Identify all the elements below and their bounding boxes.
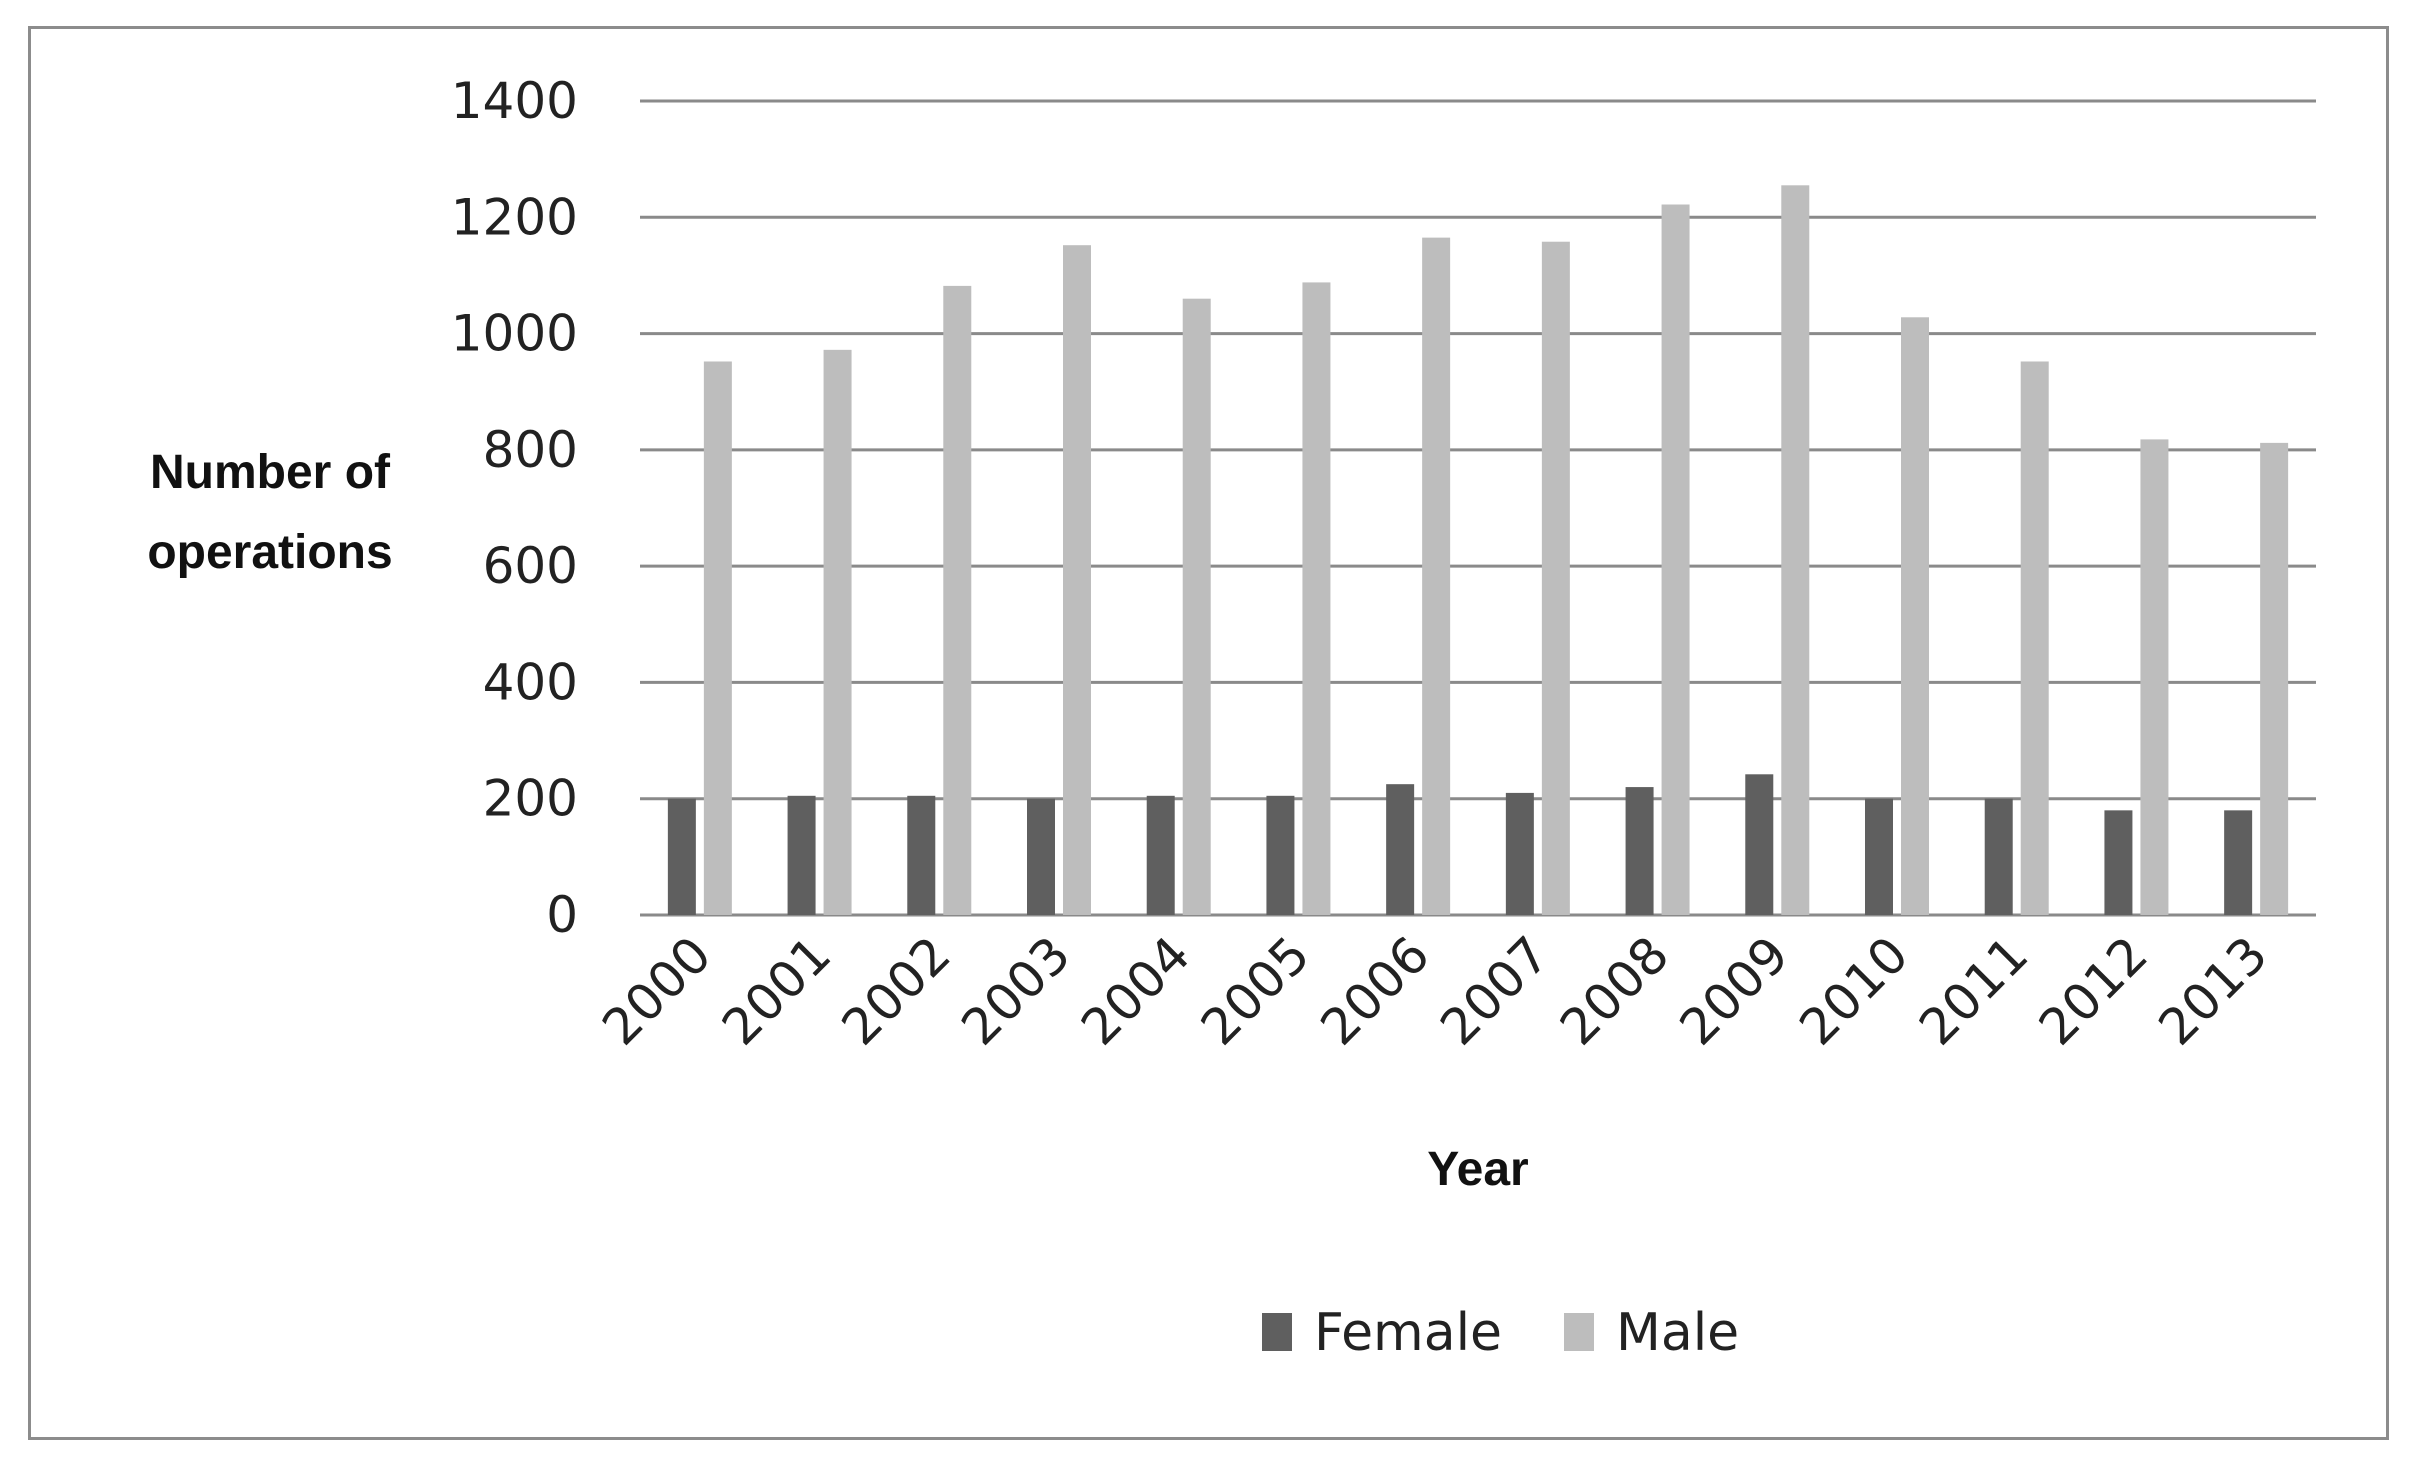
bar-female-2010 [1865, 798, 1893, 915]
x-tick-label: 2005 [1190, 925, 1321, 1056]
y-axis-title-line1: Number of [150, 446, 391, 499]
y-tick-label: 800 [483, 421, 578, 479]
legend-label-male: Male [1616, 1303, 1739, 1363]
gridlines [640, 99, 2316, 917]
bar-male-2003 [1063, 245, 1091, 916]
bar-female-2013 [2224, 810, 2253, 915]
x-axis-title: Year [1427, 1143, 1528, 1196]
bar-male-2005 [1302, 282, 1331, 915]
x-tick-label: 2002 [831, 925, 962, 1056]
bar-female-2004 [1146, 795, 1175, 915]
bars [667, 185, 2289, 916]
legend: Female Male [1262, 1303, 1739, 1363]
bar-female-2007 [1505, 792, 1534, 915]
bar-male-2011 [2020, 361, 2049, 916]
legend-label-female: Female [1314, 1303, 1502, 1363]
x-tick-label: 2001 [711, 925, 842, 1056]
bar-female-2003 [1027, 798, 1055, 915]
bar-male-2007 [1541, 241, 1570, 916]
x-tick-label: 2003 [950, 925, 1081, 1056]
bar-female-2006 [1386, 784, 1415, 915]
x-axis-ticks: 2000200120022003200420052006200720082009… [591, 925, 2278, 1056]
bar-male-2004 [1182, 298, 1211, 916]
bar-female-2008 [1625, 787, 1654, 915]
x-tick-label: 2008 [1549, 925, 1680, 1056]
x-tick-label: 2000 [591, 925, 722, 1056]
legend-swatch-male [1564, 1313, 1594, 1351]
x-tick-label: 2007 [1429, 925, 1560, 1056]
x-tick-label: 2012 [2028, 925, 2159, 1056]
y-axis-title-line2: operations [147, 526, 392, 579]
x-tick-label: 2011 [1908, 925, 2039, 1056]
y-tick-label: 400 [483, 653, 578, 711]
bar-male-2008 [1661, 204, 1690, 916]
x-tick-label: 2009 [1669, 925, 1800, 1056]
legend-swatch-female [1262, 1313, 1292, 1351]
bar-female-2009 [1745, 774, 1774, 915]
bar-male-2012 [2140, 439, 2169, 915]
bar-female-2002 [907, 795, 936, 915]
y-tick-label: 1000 [451, 305, 578, 363]
x-tick-label: 2004 [1070, 925, 1201, 1056]
bar-female-2011 [1984, 798, 2013, 915]
bar-male-2002 [943, 285, 972, 915]
bar-female-2001 [787, 795, 816, 915]
x-tick-label: 2006 [1310, 925, 1441, 1056]
bar-male-2009 [1781, 185, 1810, 916]
bar-male-2006 [1422, 237, 1451, 915]
y-tick-label: 600 [483, 537, 578, 595]
bar-male-2001 [823, 349, 852, 915]
y-tick-label: 1400 [451, 72, 578, 130]
y-axis-ticks: 0 200 400 600 800 1000 1200 1400 [451, 72, 578, 944]
y-tick-label: 0 [546, 886, 578, 944]
y-tick-label: 1200 [451, 188, 578, 246]
bar-male-2000 [703, 361, 732, 916]
bar-male-2010 [1901, 317, 1929, 915]
bar-female-2012 [2104, 810, 2133, 915]
y-tick-label: 200 [483, 770, 578, 828]
bar-female-2005 [1266, 795, 1295, 915]
x-tick-label: 2010 [1788, 925, 1919, 1056]
bar-female-2000 [667, 798, 696, 915]
x-tick-label: 2013 [2148, 925, 2279, 1056]
bar-male-2013 [2260, 442, 2289, 915]
